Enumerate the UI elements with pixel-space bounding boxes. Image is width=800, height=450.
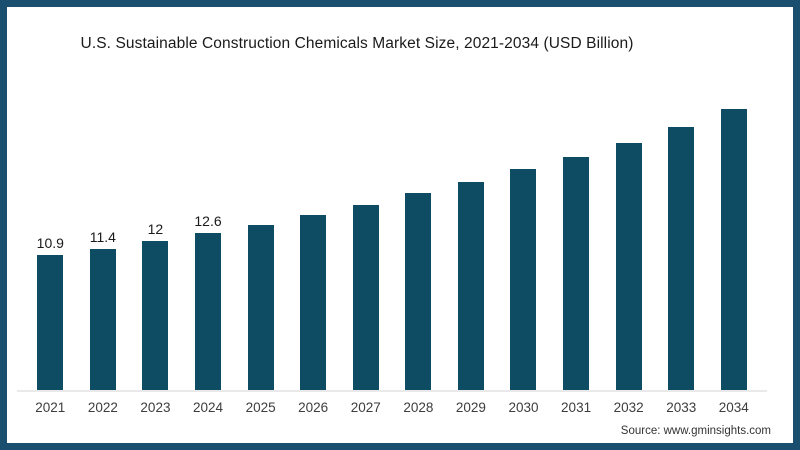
- bar-column: [445, 90, 498, 392]
- x-tick-label: 2021: [35, 400, 66, 415]
- bar-2022: 11.4: [90, 229, 116, 392]
- bar-2033: [668, 126, 695, 392]
- x-tick-label: 2032: [613, 400, 644, 415]
- bar-2021: 10.9: [37, 235, 64, 392]
- bar-2025: [247, 224, 274, 392]
- x-tick-label: 2029: [455, 400, 486, 415]
- bar-2030: [510, 169, 537, 392]
- x-tick-label: 2025: [245, 400, 276, 415]
- bar-column: 10.9: [24, 90, 77, 392]
- bar-column: [392, 90, 445, 392]
- bar-2034: [720, 108, 747, 392]
- source-credit: Source: www.gminsights.com: [620, 425, 771, 437]
- x-tick-label: 2028: [403, 400, 434, 415]
- bar-column: [708, 90, 761, 392]
- bar-column: [497, 90, 550, 392]
- x-tick-label: 2034: [718, 400, 749, 415]
- bar-2029: [457, 181, 484, 392]
- bar-value-label: 12.6: [194, 213, 222, 230]
- bar-value-label: 11.4: [89, 228, 116, 245]
- x-tick-label: 2026: [298, 400, 329, 415]
- x-tick-label: 2033: [666, 400, 697, 415]
- bar-2027: [352, 204, 379, 392]
- bar-column: [287, 90, 340, 392]
- x-tick-label: 2030: [508, 400, 539, 415]
- x-axis-line: [17, 390, 767, 392]
- x-tick-label: 2027: [350, 400, 381, 415]
- bar-chart: 10.9 11.4 12 12.6: [24, 90, 760, 392]
- x-tick-label: 2024: [193, 400, 224, 415]
- bar-2028: [405, 193, 432, 392]
- x-tick-label: 2031: [561, 400, 592, 415]
- bar-column: [655, 90, 708, 392]
- bar-2031: [563, 156, 590, 392]
- bar-column: [602, 90, 655, 392]
- bar-column: 12.6: [182, 90, 235, 392]
- bar-value-label: 12: [147, 221, 164, 237]
- bar-value-label: 10.9: [36, 234, 64, 251]
- bar-2032: [615, 142, 642, 392]
- bar-column: [234, 90, 287, 392]
- bar-column: [339, 90, 392, 392]
- bar-2026: [300, 214, 327, 392]
- x-tick-label: 2023: [140, 400, 171, 415]
- bar-2023: 12: [142, 221, 169, 392]
- bar-2024: 12.6: [194, 213, 222, 392]
- bar-column: 11.4: [77, 90, 130, 392]
- x-axis-labels: 2021 2022 2023 2024 2025 2026 2027 2028 2029 2030…: [24, 400, 760, 415]
- chart-title: U.S. Sustainable Construction Chemicals …: [80, 35, 634, 52]
- bar-column: [550, 90, 603, 392]
- bar-column: 12: [129, 90, 182, 392]
- x-tick-label: 2022: [87, 400, 118, 415]
